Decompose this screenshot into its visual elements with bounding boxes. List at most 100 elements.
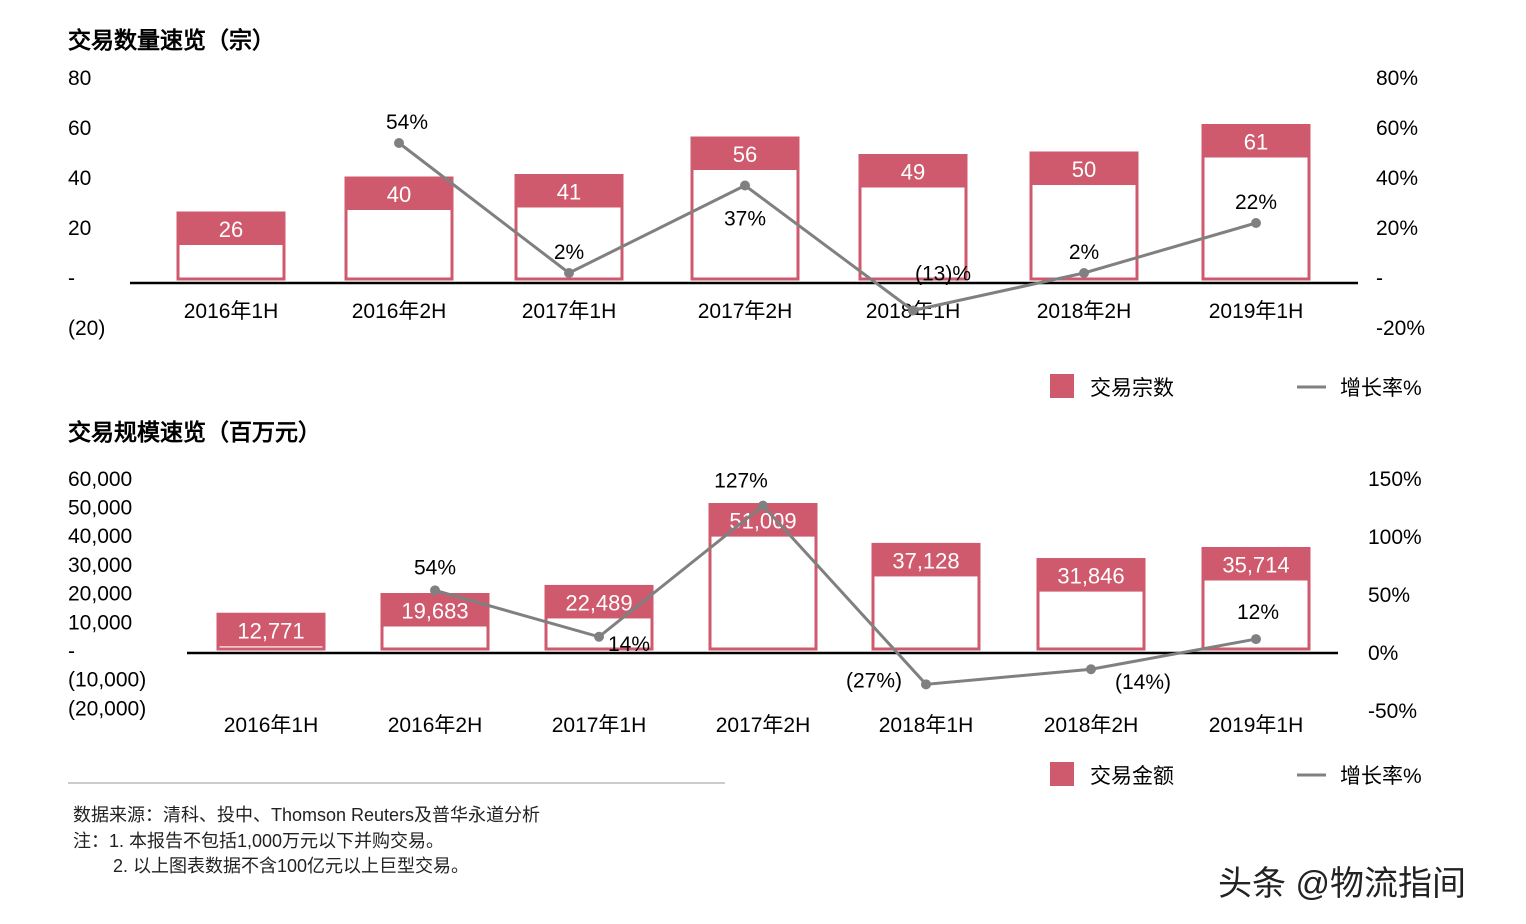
legend-bar-swatch <box>1050 762 1074 786</box>
left-axis-tick: (20) <box>68 317 105 340</box>
bar-label-band <box>544 584 654 619</box>
category-label: 2017年1H <box>522 300 617 323</box>
category-label: 2018年1H <box>879 714 974 737</box>
growth-rate-line <box>398 141 1257 313</box>
category-label: 2017年1H <box>552 714 647 737</box>
right-axis-tick: 50% <box>1368 584 1410 607</box>
watermark: 头条 @物流指间 <box>1218 865 1466 903</box>
right-axis-tick: 100% <box>1368 526 1422 549</box>
growth-rate-point <box>921 679 931 690</box>
category-label: 2019年1H <box>1209 714 1304 737</box>
chart-title: 交易规模速览（百万元） <box>68 419 321 445</box>
bar-value-label: 35,714 <box>1222 553 1289 578</box>
left-axis-tick: 20,000 <box>68 583 132 606</box>
growth-rate-line <box>434 503 1257 686</box>
growth-rate-point <box>1251 634 1261 645</box>
growth-rate-point <box>1086 664 1096 675</box>
bar-value-label: 41 <box>557 180 581 205</box>
left-axis-tick: (20,000) <box>68 697 146 720</box>
right-axis-tick: 80% <box>1376 67 1418 90</box>
category-label: 2018年2H <box>1044 714 1139 737</box>
growth-rate-point <box>1251 218 1261 228</box>
bar-value-label: 22,489 <box>565 590 632 615</box>
growth-rate-point <box>594 631 604 642</box>
right-axis-tick: -20% <box>1376 317 1425 340</box>
growth-rate-point <box>394 138 404 148</box>
growth-rate-label: (13)% <box>915 263 971 286</box>
category-label: 2016年2H <box>388 714 483 737</box>
growth-rate-label: (14%) <box>1115 671 1171 694</box>
bar-value-label: 19,683 <box>401 599 468 624</box>
legend-line-label: 增长率% <box>1340 377 1422 400</box>
growth-rate-label: 2% <box>554 241 584 264</box>
footnote-2: 2. 以上图表数据不含100亿元以上巨型交易。 <box>113 856 470 876</box>
bar-value-label: 49 <box>901 160 925 185</box>
footnote-1: 注：1. 本报告不包括1,000万元以下并购交易。 <box>73 831 445 851</box>
growth-rate-point <box>758 500 768 511</box>
right-axis-tick: -50% <box>1368 700 1417 723</box>
category-label: 2016年1H <box>184 300 279 323</box>
left-axis-tick: 10,000 <box>68 611 132 634</box>
bar-value-label: 31,846 <box>1057 564 1124 589</box>
bar-label-band <box>216 612 326 647</box>
bar-label-band <box>176 211 286 245</box>
left-axis-tick: 40 <box>68 167 91 190</box>
bar-value-label: 40 <box>387 182 411 207</box>
source-note: 数据来源：清科、投中、Thomson Reuters及普华永道分析 <box>73 805 541 825</box>
right-axis-tick: 0% <box>1368 642 1398 665</box>
category-label: 2016年2H <box>352 300 447 323</box>
category-label: 2017年2H <box>698 300 793 323</box>
bar-label-band <box>1036 558 1146 592</box>
growth-rate-label: 37% <box>724 208 766 231</box>
growth-rate-label: (27%) <box>846 669 902 692</box>
bar-value-label: 37,128 <box>892 548 959 573</box>
left-axis-tick: 30,000 <box>68 554 132 577</box>
left-axis-tick: 60,000 <box>68 468 132 491</box>
growth-rate-label: 2% <box>1069 241 1099 264</box>
left-axis-tick: 40,000 <box>68 525 132 548</box>
category-label: 2016年1H <box>224 714 319 737</box>
category-label: 2019年1H <box>1209 300 1304 323</box>
category-label: 2017年2H <box>716 714 811 737</box>
chart-title: 交易数量速览（宗） <box>68 27 275 53</box>
growth-rate-point <box>1079 268 1089 278</box>
bar-label-band <box>514 174 624 208</box>
growth-rate-point <box>908 305 918 316</box>
right-axis-tick: 40% <box>1376 167 1418 190</box>
bar-label-band <box>1201 547 1311 581</box>
growth-rate-label: 127% <box>714 470 768 493</box>
growth-rate-point <box>564 268 574 278</box>
bar-value-label: 26 <box>219 217 243 242</box>
growth-rate-label: 54% <box>414 556 456 579</box>
left-axis-tick: (10,000) <box>68 669 146 692</box>
legend-line-label: 增长率% <box>1340 765 1422 788</box>
growth-rate-label: 14% <box>608 633 650 656</box>
left-axis-tick: 60 <box>68 117 91 140</box>
bar-value-label: 12,771 <box>237 618 304 643</box>
growth-rate-label: 12% <box>1237 601 1279 624</box>
category-label: 2018年2H <box>1037 300 1132 323</box>
bar-label-band <box>1029 151 1139 185</box>
bar-value-label: 56 <box>733 142 757 167</box>
bar-label-band <box>344 176 454 210</box>
bar-label-band <box>858 154 968 188</box>
bar-label-band <box>871 542 981 577</box>
left-axis-tick: 80 <box>68 67 91 90</box>
bar-label-band <box>690 136 800 170</box>
right-axis-tick: 20% <box>1376 217 1418 240</box>
legend-bar-label: 交易金额 <box>1090 765 1174 788</box>
right-axis-tick: - <box>1376 267 1383 290</box>
bar-value-label: 61 <box>1244 130 1268 155</box>
growth-rate-label: 54% <box>386 111 428 134</box>
left-axis-tick: 50,000 <box>68 497 132 520</box>
bar-label-band <box>1201 124 1311 158</box>
bar-label-band <box>380 593 490 627</box>
left-axis-tick: 20 <box>68 217 91 240</box>
growth-rate-point <box>430 585 440 596</box>
right-axis-tick: 150% <box>1368 468 1422 491</box>
left-axis-tick: - <box>68 267 75 290</box>
bar-value-label: 50 <box>1072 157 1096 182</box>
left-axis-tick: - <box>68 640 75 663</box>
growth-rate-label: 22% <box>1235 191 1277 214</box>
